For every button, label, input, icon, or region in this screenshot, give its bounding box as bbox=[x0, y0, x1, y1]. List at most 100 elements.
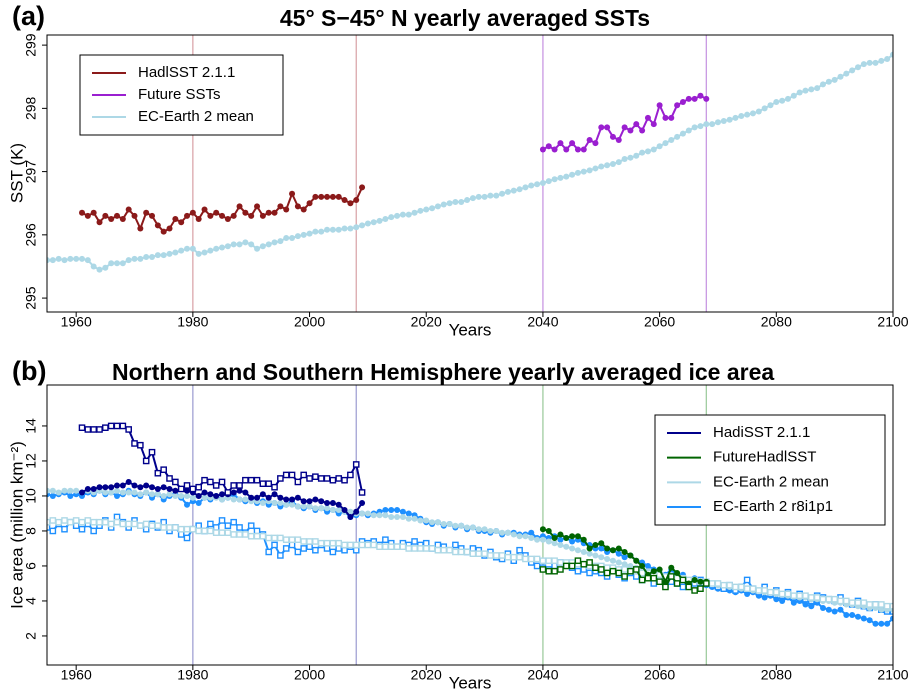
point bbox=[773, 99, 780, 106]
point bbox=[563, 534, 570, 541]
point bbox=[516, 186, 523, 193]
point bbox=[178, 247, 185, 254]
y-axis-label: SST (K) bbox=[7, 143, 26, 203]
point bbox=[615, 550, 622, 557]
point bbox=[819, 81, 826, 88]
point bbox=[627, 552, 634, 559]
point bbox=[324, 226, 331, 233]
point bbox=[551, 534, 558, 541]
point bbox=[516, 553, 523, 561]
series-line bbox=[81, 186, 363, 233]
point bbox=[131, 489, 138, 496]
point bbox=[604, 162, 611, 169]
point bbox=[306, 200, 313, 207]
point bbox=[644, 574, 652, 582]
point bbox=[236, 203, 243, 210]
point bbox=[172, 478, 179, 486]
point bbox=[463, 548, 471, 556]
point bbox=[417, 517, 424, 524]
point bbox=[790, 92, 797, 99]
point bbox=[388, 506, 395, 513]
point bbox=[359, 222, 366, 229]
point bbox=[592, 140, 599, 147]
point bbox=[282, 471, 290, 479]
point bbox=[621, 573, 628, 580]
point bbox=[662, 140, 669, 147]
point bbox=[271, 499, 278, 506]
point bbox=[312, 473, 319, 481]
point bbox=[212, 524, 220, 531]
point bbox=[627, 154, 634, 161]
point bbox=[277, 475, 284, 482]
point bbox=[376, 543, 383, 550]
point bbox=[329, 226, 336, 233]
point bbox=[650, 574, 658, 582]
x-axis-label: Years bbox=[449, 673, 492, 692]
point bbox=[49, 487, 56, 494]
point bbox=[387, 543, 395, 550]
x-tick-label: 1960 bbox=[61, 667, 92, 683]
point bbox=[598, 540, 605, 547]
point bbox=[283, 235, 290, 242]
point bbox=[323, 539, 331, 547]
point bbox=[650, 568, 657, 575]
point bbox=[49, 527, 57, 535]
point bbox=[282, 545, 290, 552]
point bbox=[405, 211, 412, 218]
point bbox=[207, 212, 214, 219]
point bbox=[137, 225, 144, 232]
point bbox=[149, 491, 156, 498]
point bbox=[796, 592, 803, 599]
point bbox=[399, 211, 406, 218]
x-tick-label: 2080 bbox=[761, 667, 792, 683]
point bbox=[195, 216, 202, 223]
point bbox=[504, 529, 511, 536]
point bbox=[551, 176, 558, 183]
point bbox=[271, 534, 278, 542]
point bbox=[878, 620, 885, 627]
legend-label: FutureHadlSST bbox=[713, 449, 816, 466]
y-tick-label: 295 bbox=[23, 286, 39, 310]
point bbox=[872, 620, 879, 627]
point bbox=[464, 197, 471, 204]
point bbox=[562, 562, 570, 570]
point bbox=[708, 580, 716, 587]
point bbox=[569, 533, 576, 540]
point bbox=[638, 576, 646, 584]
point bbox=[288, 536, 296, 543]
point bbox=[370, 541, 378, 549]
point bbox=[67, 518, 74, 526]
point bbox=[843, 597, 850, 605]
point bbox=[358, 489, 366, 496]
y-tick-label: 10 bbox=[23, 488, 39, 504]
point bbox=[271, 541, 278, 549]
point bbox=[253, 532, 261, 540]
point bbox=[516, 546, 523, 554]
point bbox=[866, 601, 873, 608]
point bbox=[440, 520, 447, 527]
point bbox=[446, 200, 453, 207]
point bbox=[749, 585, 757, 592]
point bbox=[230, 489, 237, 496]
point bbox=[872, 601, 879, 608]
point bbox=[236, 482, 243, 489]
point bbox=[172, 487, 179, 494]
point bbox=[242, 209, 249, 216]
point bbox=[96, 426, 103, 433]
point bbox=[388, 214, 395, 221]
point bbox=[609, 567, 617, 575]
point bbox=[475, 550, 483, 557]
point bbox=[277, 203, 284, 210]
point bbox=[236, 487, 243, 494]
point bbox=[108, 484, 115, 491]
point bbox=[860, 615, 867, 622]
point bbox=[633, 121, 640, 128]
point bbox=[253, 527, 261, 535]
point bbox=[662, 583, 669, 591]
point bbox=[394, 513, 401, 520]
point bbox=[481, 550, 488, 557]
point bbox=[247, 522, 255, 529]
point bbox=[434, 541, 442, 549]
point bbox=[860, 599, 868, 606]
point bbox=[679, 583, 687, 591]
